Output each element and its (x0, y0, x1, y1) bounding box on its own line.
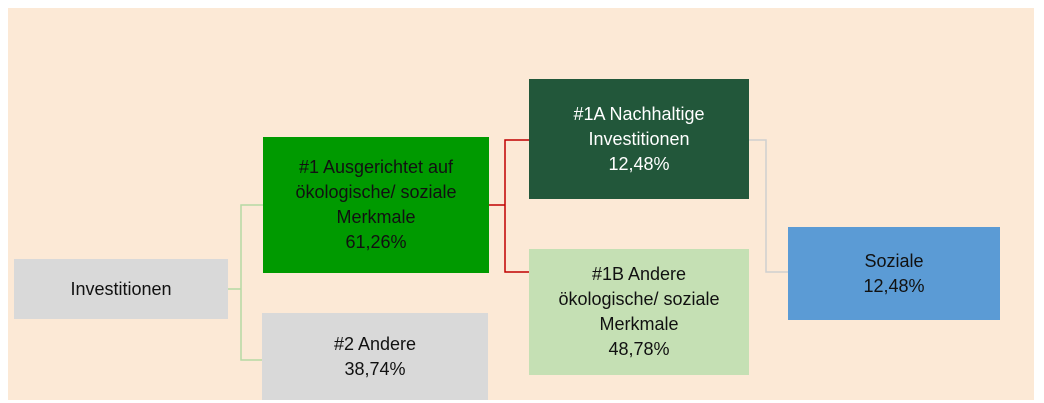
connector (749, 139, 788, 273)
connector (504, 139, 529, 273)
node: #1A Nachhaltige Investitionen 12,48% (529, 79, 749, 199)
node: #1B Andere ökologische/ soziale Merkmale 48… (529, 249, 749, 375)
node-label: Merkmale (599, 314, 679, 334)
node-label: Investitionen (588, 128, 690, 149)
background (8, 8, 1034, 400)
node: Investitionen (14, 259, 228, 319)
node-label: 38,74% (344, 358, 406, 379)
node-label: Merkmale (336, 207, 416, 227)
node-label: ökologische/ soziale (558, 289, 720, 309)
connector (240, 204, 263, 361)
node: #1 Ausgerichtet auf ökologische/ soziale M… (263, 137, 489, 273)
node-label: #1A Nachhaltige (573, 103, 705, 124)
node-label: 12,48% (608, 153, 670, 174)
node-label: #1 Ausgerichtet auf (298, 157, 454, 177)
node: #2 Andere 38,74% (262, 313, 488, 400)
node-label: 48,78% (608, 339, 670, 359)
node-label: Soziale (864, 250, 924, 271)
node-label: 12,48% (863, 275, 925, 296)
node-label: ökologische/ soziale (295, 182, 457, 202)
node-label: #2 Andere (333, 333, 417, 354)
node: Soziale 12,48% (788, 227, 1000, 320)
node-label: Investitionen (70, 278, 172, 299)
node-label: 61,26% (345, 232, 407, 252)
node-label: #1B Andere (591, 264, 687, 284)
